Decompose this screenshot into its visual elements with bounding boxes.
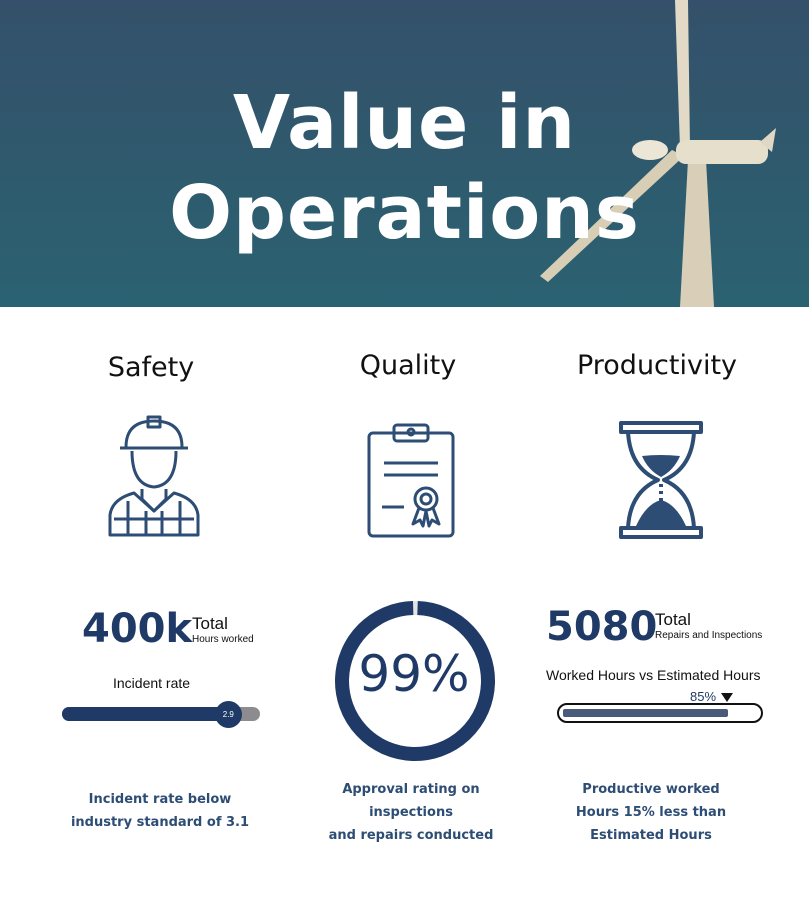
safety-title: Safety (107, 352, 195, 383)
safety-caption: Incident rate below industry standard of… (50, 788, 270, 834)
quality-title: Quality (359, 350, 457, 381)
safety-hours-number: 400k (82, 606, 193, 652)
hero-title-line2: Operations (169, 170, 640, 256)
slider-knob: 2.9 (214, 701, 242, 728)
worker-hardhat-icon (108, 415, 200, 537)
approval-value: 99% (358, 645, 470, 703)
hero-banner: Value in Operations (0, 0, 809, 307)
quality-caption-line: and repairs conducted (328, 828, 494, 843)
donut-arc (335, 600, 495, 761)
productivity-title: Productivity (576, 350, 738, 381)
progress-fill (563, 709, 728, 717)
wind-turbine-image (540, 0, 776, 307)
worked-vs-estimated-label: Worked Hours vs Estimated Hours (546, 667, 761, 683)
incident-rate-label: Incident rate (113, 675, 191, 691)
quality-caption-line: Approval rating on (342, 782, 480, 797)
quality-caption-line: inspections (369, 805, 453, 820)
safety-caption-line: Incident rate below (88, 792, 232, 807)
quality-caption: Approval rating on inspections and repai… (301, 778, 521, 847)
hourglass-icon (619, 421, 703, 539)
productivity-total-label: Total (655, 610, 691, 629)
repairs-number: 5080 (546, 604, 658, 650)
productivity-caption-line: Hours 15% less than (575, 805, 727, 820)
slider-fill (62, 707, 233, 721)
safety-sub-label: Hours worked (192, 634, 254, 645)
safety-caption-line: industry standard of 3.1 (70, 815, 250, 830)
worked-hours-progress-bar (557, 703, 763, 723)
safety-total-label: Total (192, 614, 228, 633)
productivity-caption-line: Productive worked (582, 782, 720, 797)
marker-triangle-icon (721, 693, 733, 702)
productivity-caption: Productive worked Hours 15% less than Es… (541, 778, 761, 847)
approval-donut (335, 600, 495, 761)
productivity-caption-line: Estimated Hours (590, 828, 712, 843)
progress-percent-label: 85% (690, 689, 717, 704)
productivity-sub-label: Repairs and Inspections (655, 630, 763, 641)
hero-title: Value in Operations (0, 78, 809, 258)
hero-title-line1: Value in (232, 80, 577, 166)
clipboard-certificate-icon (367, 423, 455, 538)
incident-rate-slider: 2.9 (62, 701, 260, 728)
